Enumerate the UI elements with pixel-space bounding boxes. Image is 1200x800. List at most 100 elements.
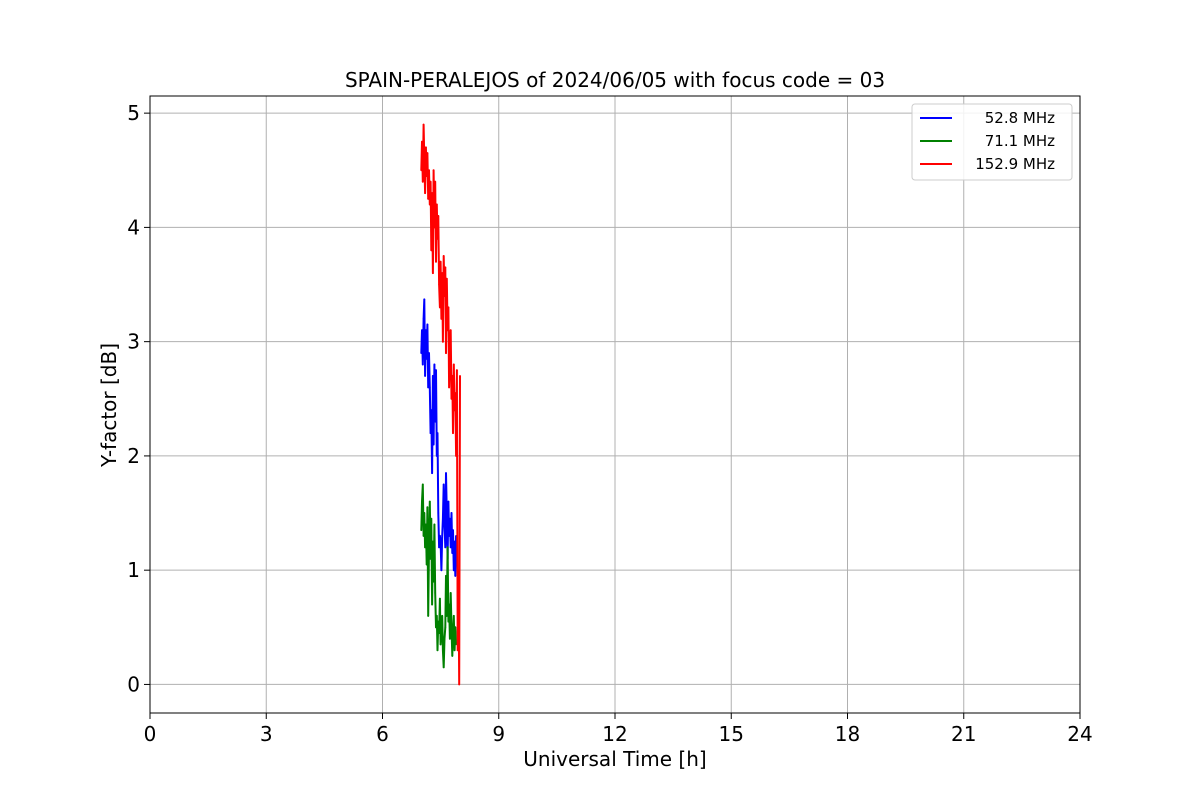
- chart-title: SPAIN-PERALEJOS of 2024/06/05 with focus…: [345, 68, 885, 92]
- data-point: [451, 552, 454, 554]
- data-point: [428, 203, 431, 206]
- x-tick-label: 24: [1067, 722, 1092, 746]
- data-point: [440, 317, 443, 320]
- series-2: [420, 123, 461, 686]
- data-point: [459, 375, 461, 377]
- data-point: [455, 643, 457, 646]
- data-point: [428, 546, 430, 549]
- data-point: [424, 375, 426, 377]
- data-point: [428, 169, 430, 172]
- data-point: [439, 535, 441, 537]
- data-point: [434, 180, 437, 183]
- data-point: [452, 432, 454, 434]
- data-point: [442, 666, 445, 669]
- legend-box: [911, 103, 1073, 181]
- data-point: [431, 472, 433, 474]
- x-tick-label: 21: [951, 722, 976, 746]
- data-point: [438, 283, 440, 286]
- data-point: [428, 386, 431, 389]
- data-point: [442, 649, 444, 652]
- data-point: [435, 203, 438, 206]
- data-point: [432, 580, 435, 583]
- data-point: [454, 392, 457, 394]
- data-point: [423, 512, 426, 514]
- data-point: [430, 249, 433, 252]
- data-point: [452, 569, 455, 572]
- series-0: [420, 298, 458, 577]
- data-point: [447, 500, 450, 503]
- data-point: [427, 197, 430, 200]
- data-point: [456, 649, 459, 652]
- data-point: [446, 546, 449, 549]
- x-axis-label: Universal Time [h]: [523, 747, 706, 771]
- data-point: [449, 637, 451, 640]
- data-point: [426, 323, 429, 326]
- data-point: [432, 272, 434, 274]
- data-point: [452, 529, 454, 532]
- data-point: [445, 512, 448, 514]
- data-point: [435, 626, 437, 629]
- data-point: [444, 626, 447, 629]
- data-point: [424, 546, 426, 549]
- y-axis: 0 1 2 3 4 5: [127, 101, 150, 696]
- data-point: [426, 506, 429, 509]
- data-point: [451, 375, 454, 377]
- data-point: [458, 683, 461, 686]
- data-point: [435, 615, 438, 617]
- series-layer: [420, 123, 461, 686]
- data-point: [422, 317, 425, 320]
- data-point: [422, 123, 425, 126]
- data-point: [425, 175, 428, 177]
- data-point: [452, 632, 454, 634]
- data-point: [442, 255, 445, 257]
- data-point: [439, 643, 442, 646]
- data-point: [421, 363, 424, 366]
- data-point: [452, 615, 455, 617]
- data-point: [448, 386, 450, 389]
- data-point: [443, 523, 446, 526]
- data-point: [433, 363, 436, 366]
- y-tick-label: 5: [127, 101, 140, 125]
- x-tick-label: 9: [492, 722, 505, 746]
- data-point: [445, 277, 448, 280]
- data-point: [450, 626, 453, 629]
- data-point: [427, 386, 430, 389]
- legend: 52.8 MHz 71.1 MHz 152.9 MHz: [911, 103, 1073, 181]
- data-point: [432, 169, 435, 172]
- data-point: [437, 215, 440, 217]
- x-tick-label: 0: [144, 722, 157, 746]
- data-point: [444, 266, 447, 269]
- data-point: [445, 472, 447, 474]
- data-point: [449, 329, 452, 332]
- series-1: [420, 483, 458, 669]
- data-point: [448, 603, 450, 606]
- data-point: [421, 329, 423, 332]
- data-point: [445, 352, 447, 354]
- data-point: [430, 517, 433, 520]
- legend-label: 52.8 MHz: [985, 109, 1055, 127]
- data-point: [438, 632, 440, 634]
- data-point: [454, 575, 457, 577]
- data-point: [424, 192, 426, 195]
- data-point: [421, 180, 424, 183]
- data-point: [425, 329, 427, 332]
- grid: [149, 96, 1081, 713]
- data-point: [457, 569, 460, 572]
- y-tick-label: 1: [127, 558, 140, 582]
- data-point: [452, 363, 455, 366]
- data-point: [420, 529, 423, 532]
- data-point: [423, 157, 426, 160]
- data-point: [455, 455, 457, 457]
- y-tick-label: 4: [127, 215, 140, 239]
- x-axis: 0 3 6 9 12 15 18 21 24: [144, 713, 1093, 746]
- data-point: [430, 409, 433, 412]
- data-point: [433, 226, 436, 229]
- data-point: [421, 483, 424, 486]
- y-tick-label: 3: [127, 330, 140, 354]
- data-point: [442, 340, 444, 343]
- series-line: [420, 298, 458, 577]
- data-point: [447, 306, 450, 309]
- data-point: [435, 369, 437, 372]
- data-point: [447, 620, 450, 623]
